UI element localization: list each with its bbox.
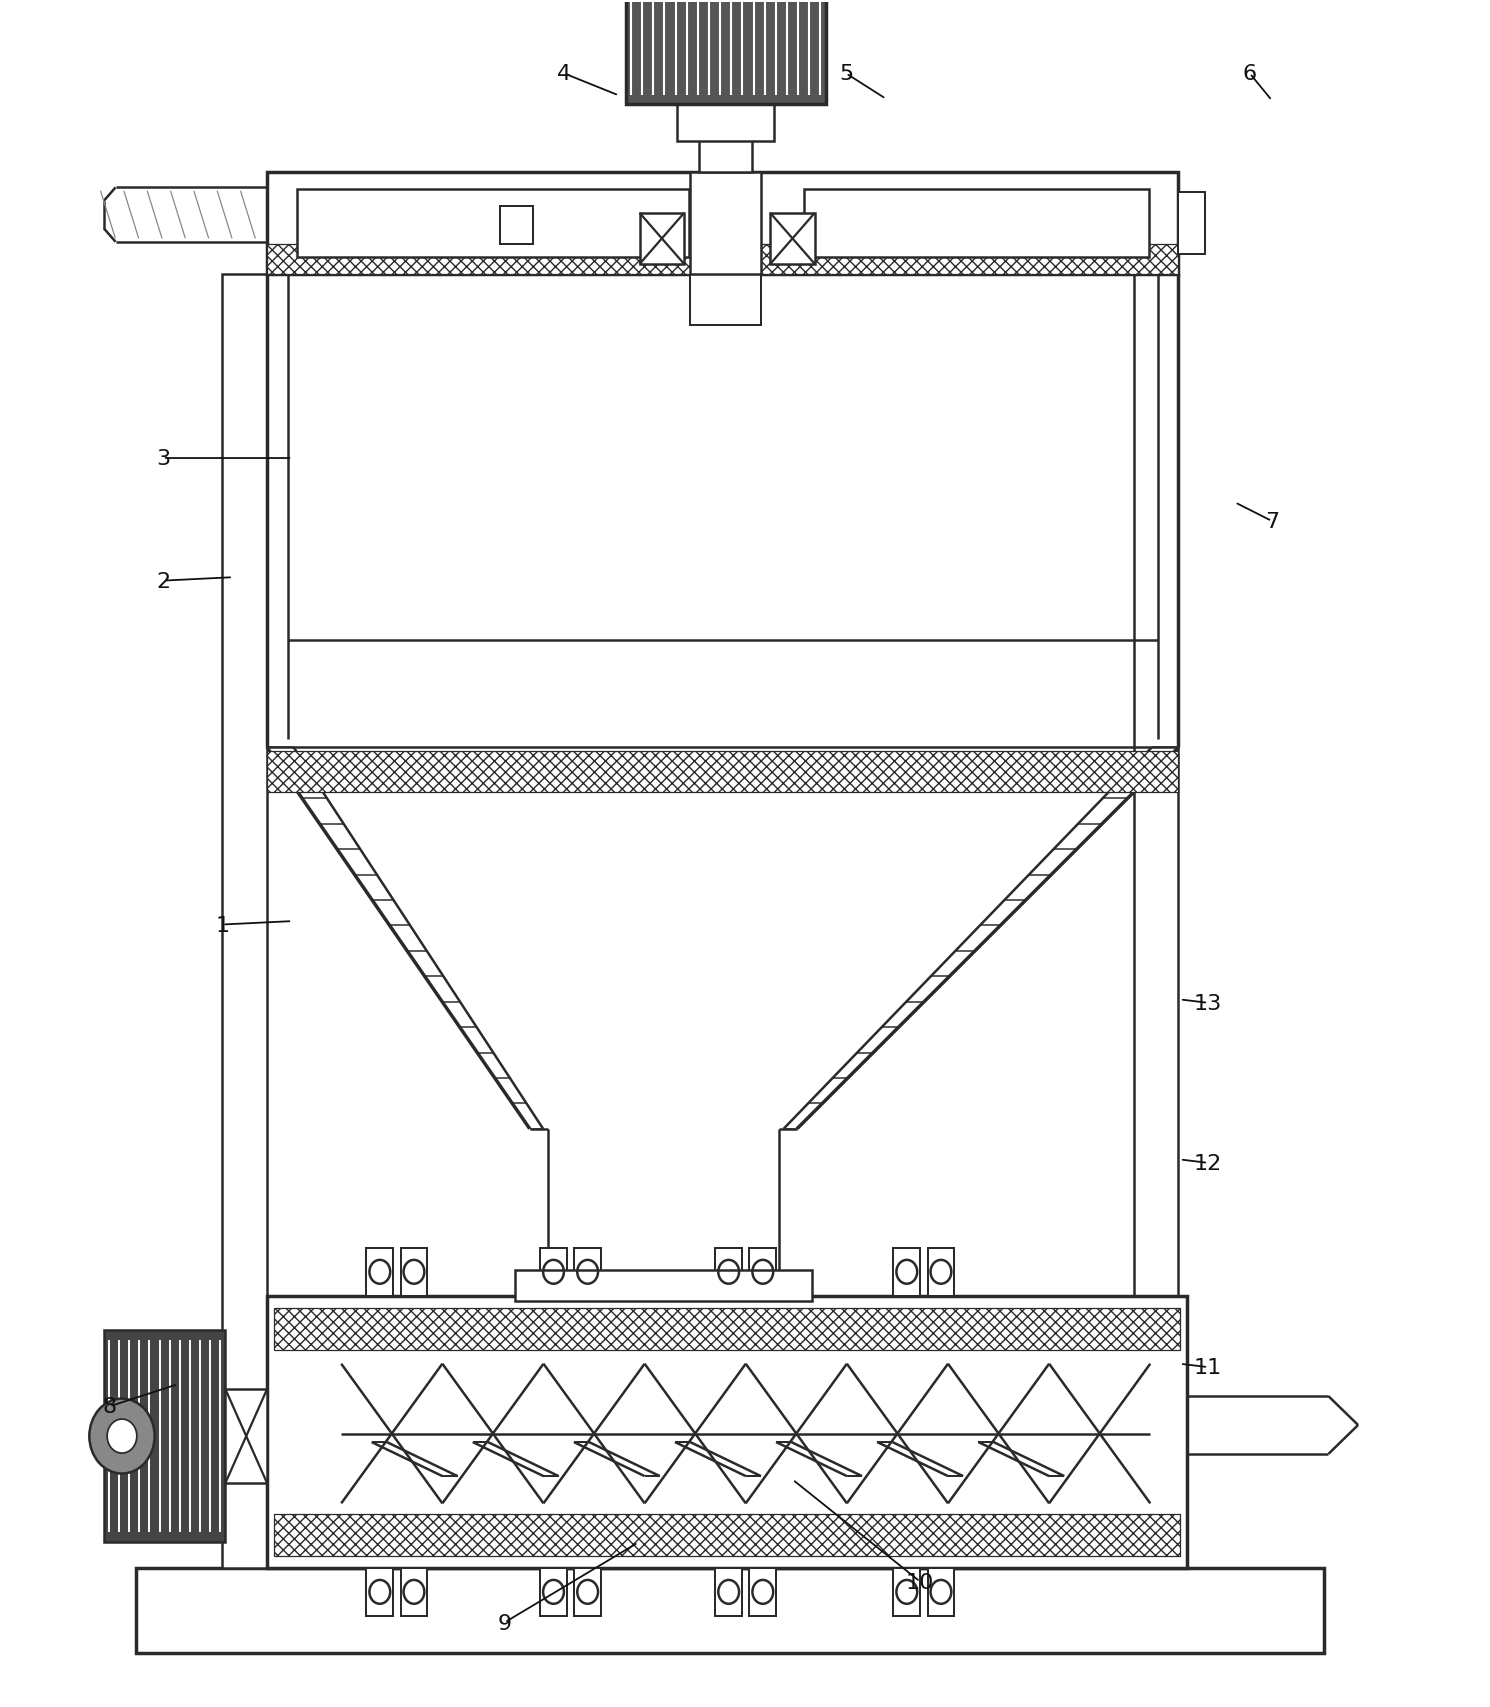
Text: 13: 13 xyxy=(1193,993,1222,1014)
Text: 3: 3 xyxy=(156,449,170,469)
Bar xyxy=(367,1569,393,1617)
Text: 2: 2 xyxy=(156,572,170,591)
Text: 5: 5 xyxy=(839,65,854,84)
Bar xyxy=(225,1389,267,1483)
Bar xyxy=(401,1248,428,1296)
Text: 7: 7 xyxy=(1265,512,1278,531)
Bar xyxy=(1179,193,1205,254)
Bar xyxy=(137,1569,1325,1652)
Bar xyxy=(267,1296,1188,1569)
Bar xyxy=(894,1569,921,1617)
Bar xyxy=(894,1248,921,1296)
Bar xyxy=(267,751,1179,792)
Bar xyxy=(715,1569,742,1617)
Bar xyxy=(715,1248,742,1296)
Bar xyxy=(805,189,1149,258)
Bar xyxy=(928,1569,954,1617)
Bar xyxy=(297,189,688,258)
Text: 11: 11 xyxy=(1193,1357,1222,1378)
Bar xyxy=(104,1330,225,1543)
Bar xyxy=(574,1569,600,1617)
Text: 8: 8 xyxy=(103,1396,116,1417)
Bar xyxy=(541,1248,566,1296)
Bar xyxy=(690,172,761,275)
Bar xyxy=(541,1569,566,1617)
Bar xyxy=(1134,275,1179,1569)
Text: 9: 9 xyxy=(498,1613,511,1632)
Bar xyxy=(267,244,1179,275)
Circle shape xyxy=(107,1419,137,1453)
Bar xyxy=(678,104,773,142)
Circle shape xyxy=(89,1398,155,1473)
Bar xyxy=(401,1569,428,1617)
Bar xyxy=(367,1248,393,1296)
Bar xyxy=(699,138,752,172)
Text: 1: 1 xyxy=(216,915,229,935)
Bar xyxy=(928,1248,954,1296)
Bar xyxy=(222,275,267,1569)
Bar xyxy=(501,207,533,244)
Bar xyxy=(770,213,815,265)
Text: 12: 12 xyxy=(1193,1154,1222,1173)
Text: 10: 10 xyxy=(906,1572,934,1591)
Bar xyxy=(626,0,825,104)
Bar xyxy=(516,1270,812,1301)
Text: 4: 4 xyxy=(557,65,571,84)
Bar xyxy=(574,1248,600,1296)
Bar xyxy=(690,266,761,326)
Bar xyxy=(274,1308,1180,1350)
Bar xyxy=(267,172,1179,275)
Bar xyxy=(639,213,684,265)
Bar xyxy=(749,1248,776,1296)
Text: 6: 6 xyxy=(1243,65,1256,84)
Bar xyxy=(274,1514,1180,1557)
Bar xyxy=(749,1569,776,1617)
